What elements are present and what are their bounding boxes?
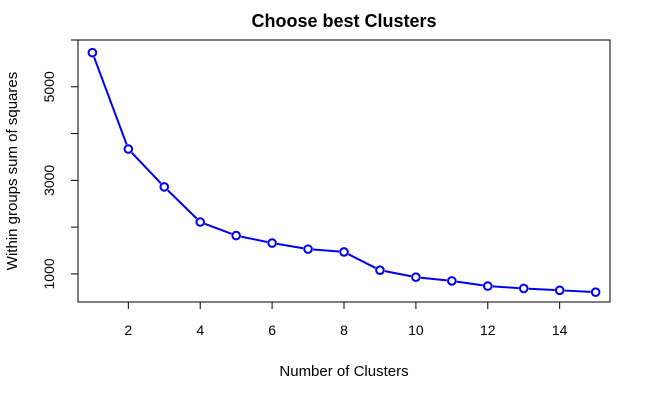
series-segment xyxy=(384,270,412,278)
series-segment xyxy=(240,235,268,244)
y-axis-label: Within groups sum of squares xyxy=(4,72,21,270)
data-point xyxy=(554,285,565,296)
x-axis-label: Number of Clusters xyxy=(279,363,408,380)
data-point xyxy=(267,238,277,248)
series-segment xyxy=(167,189,198,220)
data-point xyxy=(590,287,601,297)
data-point xyxy=(159,182,170,192)
x-tick-label: 4 xyxy=(196,322,204,338)
data-point xyxy=(87,47,98,58)
x-tick-label: 14 xyxy=(552,322,568,338)
series-segment xyxy=(348,253,376,269)
series-segment xyxy=(492,285,519,290)
data-point xyxy=(231,230,241,241)
data-point xyxy=(123,144,134,154)
chart-title: Choose best Clusters xyxy=(251,11,436,31)
data-point xyxy=(411,272,421,283)
series-segment xyxy=(456,280,483,287)
data-point xyxy=(482,281,493,291)
series-segment xyxy=(276,242,304,250)
x-axis: 2 4 6 8 10 12 14 xyxy=(124,301,568,338)
series-segment xyxy=(312,248,340,253)
series-segment xyxy=(93,56,128,145)
series-segment xyxy=(528,287,555,292)
data-point xyxy=(375,265,385,275)
y-tick-label: 1000 xyxy=(41,258,57,289)
data-point xyxy=(339,247,349,257)
series-segment xyxy=(131,151,162,184)
x-tick-label: 6 xyxy=(268,322,276,338)
data-point xyxy=(303,244,313,254)
y-axis: 1000 3000 5000 xyxy=(41,39,79,290)
series-segment xyxy=(564,289,591,293)
x-tick-label: 8 xyxy=(340,322,348,338)
series-segment xyxy=(420,276,447,282)
y-tick-label: 5000 xyxy=(41,71,57,102)
data-point xyxy=(447,276,457,286)
y-tick-label: 3000 xyxy=(41,165,57,196)
data-point xyxy=(195,217,206,227)
x-tick-label: 2 xyxy=(124,322,132,338)
plot-frame xyxy=(77,39,611,303)
data-point xyxy=(518,283,529,294)
series-line xyxy=(87,47,601,297)
x-tick-label: 12 xyxy=(480,322,496,338)
series-segment xyxy=(204,222,232,235)
x-tick-label: 10 xyxy=(408,322,424,338)
